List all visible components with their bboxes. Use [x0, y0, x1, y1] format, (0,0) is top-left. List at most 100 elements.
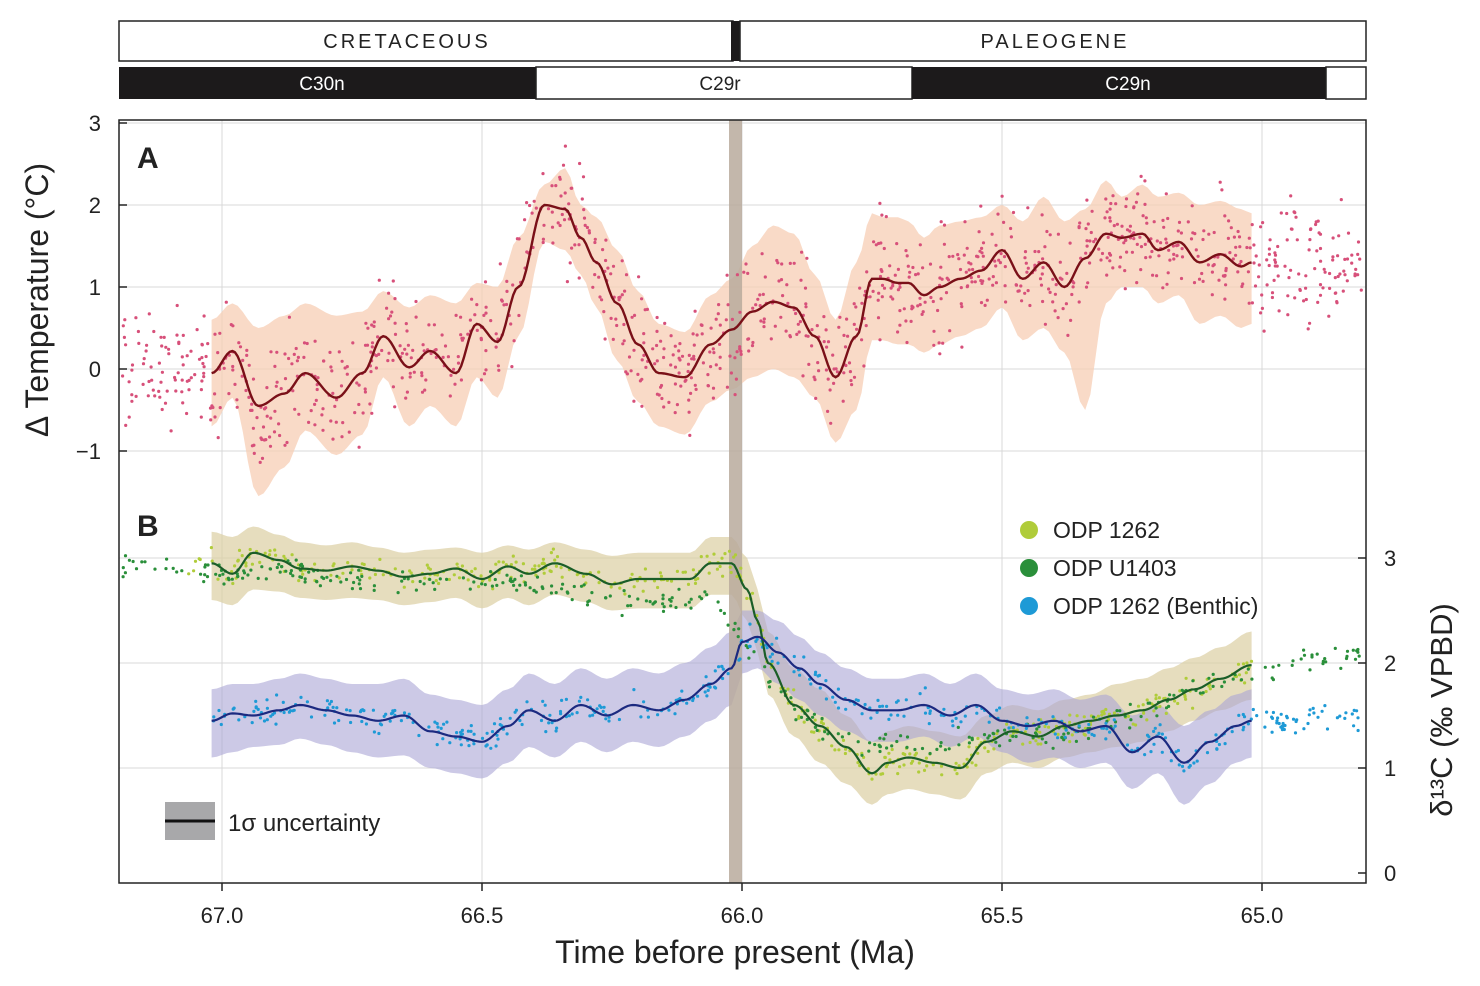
- temperature-point: [1023, 256, 1027, 260]
- u1403-point: [1310, 655, 1314, 659]
- temperature-point: [1166, 271, 1170, 275]
- benthic-point: [335, 706, 339, 710]
- temperature-point: [684, 378, 688, 382]
- odp1262-point: [233, 564, 237, 568]
- temperature-point: [958, 267, 963, 272]
- u1403-point: [1277, 663, 1281, 667]
- temperature-point: [882, 286, 887, 290]
- temperature-point: [452, 367, 456, 371]
- odp1262-point: [797, 714, 801, 718]
- benthic-point: [256, 707, 260, 712]
- odp1262-point: [248, 547, 252, 552]
- temperature-point: [294, 346, 298, 351]
- odp1262-point: [1043, 724, 1047, 729]
- u1403-point: [1198, 691, 1202, 695]
- odp1262-point: [1158, 704, 1162, 709]
- temperature-point: [261, 425, 266, 429]
- temperature-point: [237, 341, 241, 345]
- legend-entry-u1403: ODP U1403: [1020, 555, 1177, 581]
- odp1262-point: [497, 571, 501, 575]
- u1403-point: [644, 599, 649, 603]
- temperature-point: [882, 246, 886, 251]
- odp1262-point: [1236, 662, 1241, 666]
- temperature-point: [914, 273, 918, 277]
- benthic-point: [1223, 742, 1227, 746]
- temperature-point: [1333, 276, 1337, 280]
- temperature-point: [942, 242, 947, 246]
- temperature-point: [405, 390, 409, 394]
- temperature-point: [393, 405, 397, 409]
- odp1262-point: [1096, 714, 1100, 718]
- temperature-point: [738, 310, 742, 314]
- temperature-point: [993, 259, 997, 263]
- x-axis-title: Time before present (Ma): [555, 934, 915, 970]
- odp1262-point: [1100, 713, 1104, 717]
- temperature-point: [570, 246, 574, 250]
- temperature-point: [1028, 303, 1032, 308]
- temperature-point: [937, 341, 941, 345]
- temperature-point: [494, 332, 498, 336]
- temperature-point: [283, 443, 287, 447]
- temperature-point: [123, 318, 127, 322]
- odp1262-point: [675, 569, 680, 574]
- benthic-point: [831, 695, 835, 699]
- benthic-point: [954, 716, 958, 721]
- benthic-point: [1205, 751, 1210, 755]
- temperature-point: [1224, 283, 1228, 287]
- temperature-point: [991, 275, 995, 279]
- temperature-point: [1180, 247, 1184, 251]
- u1403-point: [661, 597, 665, 601]
- odp1262-point: [1191, 706, 1195, 710]
- benthic-point: [1087, 722, 1091, 727]
- temperature-point: [347, 430, 351, 434]
- u1403-point: [339, 580, 343, 584]
- temperature-point: [1011, 210, 1016, 215]
- legend-marker-odp1262: [1020, 521, 1038, 539]
- temperature-point: [1145, 221, 1149, 225]
- u1403-point: [1115, 709, 1119, 713]
- temperature-point: [1275, 264, 1279, 268]
- temperature-point: [822, 340, 826, 344]
- temperature-point: [991, 283, 995, 287]
- benthic-point: [588, 714, 592, 718]
- y-b-tick-label-0: 3: [1384, 546, 1396, 571]
- u1403-point: [622, 589, 626, 593]
- odp1262-point: [866, 767, 870, 771]
- temperature-point: [1054, 283, 1058, 287]
- temperature-point: [141, 382, 145, 386]
- temperature-point: [412, 370, 416, 374]
- temperature-point: [482, 372, 487, 376]
- temperature-point: [998, 261, 1003, 265]
- temperature-point: [542, 223, 546, 227]
- temperature-point: [459, 315, 463, 319]
- odp1262-point: [549, 569, 553, 574]
- temperature-point: [370, 411, 374, 415]
- temperature-point: [632, 348, 636, 352]
- temperature-point: [313, 339, 317, 343]
- temperature-point: [427, 323, 431, 327]
- benthic-point: [1195, 759, 1199, 763]
- temperature-point: [224, 300, 228, 304]
- temperature-point: [361, 411, 365, 415]
- u1403-point: [534, 590, 538, 594]
- period-bar: CRETACEOUS PALEOGENE: [118, 20, 1367, 62]
- u1403-point: [164, 567, 168, 571]
- u1403-point: [582, 583, 586, 587]
- odp1262-point: [659, 574, 664, 578]
- temperature-point: [176, 371, 180, 375]
- period-label-cretaceous: CRETACEOUS: [323, 31, 490, 53]
- temperature-point: [414, 315, 418, 319]
- odp1262-point: [373, 572, 377, 577]
- u1403-point: [677, 587, 681, 591]
- u1403-point: [528, 586, 532, 590]
- u1403-point: [1167, 704, 1171, 709]
- temperature-point: [911, 265, 915, 270]
- temperature-point: [939, 220, 943, 224]
- temperature-point: [686, 369, 690, 374]
- temperature-point: [1009, 226, 1013, 231]
- temperature-point: [1304, 274, 1308, 278]
- u1403-point: [214, 572, 218, 576]
- benthic-point: [1279, 725, 1283, 729]
- temperature-point: [762, 325, 766, 329]
- odp1262-point: [409, 571, 413, 575]
